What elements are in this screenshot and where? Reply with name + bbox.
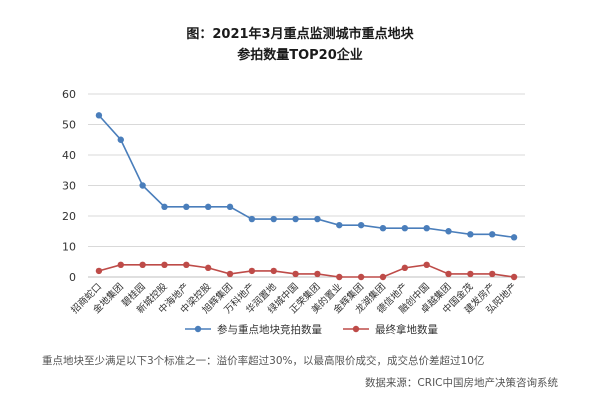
series-2-point [183,261,190,268]
series-1-point [510,234,518,241]
y-tick-label: 50 [62,119,76,132]
series-2-point [292,270,299,278]
series-1-point [270,215,277,223]
series-2-point [379,273,387,281]
legend-label-2: 最终拿地数量 [375,323,438,336]
criteria-note: 重点地块至少满足以下3个标准之一：溢价率超过30%，以最高限价成交，成交总价差超… [42,355,485,367]
series-2-point [401,264,409,272]
series-1-point [226,203,234,211]
series-2-point [336,273,343,281]
series-1-point [357,221,365,229]
series-1-point [379,225,387,232]
y-tick-label: 0 [69,271,76,284]
series-2-point [445,270,452,278]
source-note: 数据来源：CRIC中国房地产决策咨询系统 [364,377,558,389]
series-2-point [314,270,321,278]
series-2-point [248,267,256,275]
series-2-point [161,261,168,268]
series-1-point [423,225,430,232]
series-2-point [357,273,365,281]
y-tick-label: 20 [62,210,76,223]
series-line-2 [98,263,515,278]
series-1-point [117,136,124,143]
legend-marker-1 [194,325,202,333]
legend-marker-2 [352,325,360,333]
series-2-point [117,261,124,268]
series-line-1 [98,114,515,239]
series-1-point [314,215,321,223]
series-2-point [423,261,430,268]
series-2-point [226,270,234,278]
series-2-point [139,261,146,268]
series-2-point [467,270,474,278]
series-1-point [489,231,496,238]
series-2-point [510,273,518,281]
y-tick-label: 40 [62,149,76,162]
series-1-point [445,228,452,235]
series-2-point [95,267,103,275]
series-1-point [336,221,343,229]
series-1-point [161,203,168,211]
series-1-point [204,203,212,211]
y-tick-label: 60 [62,88,76,101]
series-2-point [270,267,277,275]
y-tick-label: 30 [62,180,76,193]
series-2-point [204,264,212,272]
y-tick-label: 10 [62,241,76,254]
series-1-point [467,231,474,238]
series-1-point [292,215,299,223]
legend-label-1: 参与重点地块竞拍数量 [217,323,322,336]
series-1-point [248,215,256,223]
series-2-point [489,270,496,278]
series-1-point [95,112,103,119]
chart-title: 图：2021年3月重点监测城市重点地块 [186,27,414,42]
chart-subtitle: 参拍数量TOP20企业 [237,48,363,63]
series-1-point [183,203,190,211]
series-1-point [401,225,409,232]
series-1-point [139,182,146,189]
